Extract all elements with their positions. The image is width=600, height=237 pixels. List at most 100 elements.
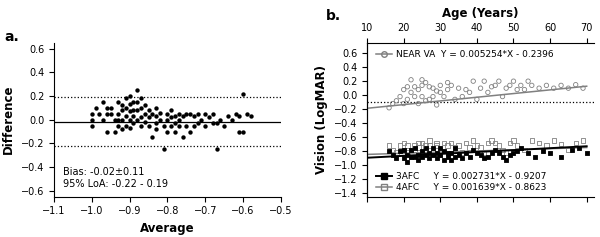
Point <box>450 155 460 159</box>
Point <box>95 112 104 116</box>
Point <box>403 151 412 155</box>
Point <box>182 124 191 128</box>
Point <box>193 112 202 116</box>
Point <box>479 79 489 83</box>
Point <box>425 156 434 160</box>
Point <box>170 130 180 133</box>
Point <box>110 130 119 133</box>
Point <box>133 118 142 122</box>
Point <box>403 97 412 101</box>
Point <box>436 91 445 94</box>
Point <box>170 121 180 125</box>
Point <box>487 85 496 89</box>
Point <box>446 141 456 145</box>
Point <box>238 130 248 133</box>
Point <box>556 83 566 87</box>
Point <box>410 155 419 159</box>
Point <box>163 118 172 122</box>
Point <box>469 79 478 83</box>
Point <box>185 130 195 133</box>
Point <box>450 146 460 150</box>
Point <box>113 118 123 122</box>
Point <box>575 146 584 150</box>
Point <box>465 91 475 94</box>
Point <box>166 108 176 112</box>
Point <box>542 144 551 147</box>
Point <box>200 112 210 116</box>
Point <box>125 94 134 98</box>
Point <box>436 153 445 157</box>
Text: Bias: -0.02±0.11
95% LoA: -0.22 - 0.19: Bias: -0.02±0.11 95% LoA: -0.22 - 0.19 <box>63 167 168 189</box>
Point <box>163 130 172 133</box>
Point <box>476 146 485 150</box>
Point <box>208 112 218 116</box>
Point <box>549 139 559 143</box>
Point <box>151 127 161 131</box>
Point <box>494 79 503 83</box>
Point <box>556 155 566 159</box>
Point <box>136 106 146 110</box>
Point <box>413 158 423 161</box>
Point <box>91 106 100 110</box>
Point <box>388 102 398 105</box>
Point <box>436 148 445 152</box>
Point <box>246 114 256 118</box>
X-axis label: Average: Average <box>140 222 195 235</box>
Point <box>487 151 496 155</box>
Point <box>136 115 146 119</box>
Point <box>469 148 478 152</box>
Point <box>535 141 544 145</box>
Legend: 3AFC     Y = 0.002731*X - 0.9207, 4AFC     Y = 0.001639*X - 0.8623: 3AFC Y = 0.002731*X - 0.9207, 4AFC Y = 0… <box>376 172 547 192</box>
Point <box>502 86 511 90</box>
Point <box>406 78 416 82</box>
Point <box>454 86 463 90</box>
Point <box>527 83 536 87</box>
Point <box>556 142 566 146</box>
Point <box>512 144 522 147</box>
Point <box>509 139 518 143</box>
Point <box>403 153 412 157</box>
Point <box>102 112 112 116</box>
Point <box>542 83 551 87</box>
Point <box>439 141 449 145</box>
Point <box>479 151 489 155</box>
Point <box>443 88 452 91</box>
Point <box>406 91 416 94</box>
Point <box>520 88 529 91</box>
Point <box>490 148 500 152</box>
Point <box>465 155 475 159</box>
Point <box>155 118 164 122</box>
Point <box>428 151 438 155</box>
Text: a.: a. <box>4 30 19 44</box>
Point <box>461 151 471 155</box>
Point <box>113 124 123 128</box>
Point <box>439 95 449 99</box>
Point <box>102 106 112 110</box>
Point <box>235 114 244 118</box>
Point <box>117 127 127 131</box>
Point <box>200 124 210 128</box>
Point <box>443 144 452 147</box>
Point <box>413 88 423 91</box>
Point <box>151 106 161 110</box>
Point <box>421 146 430 150</box>
Point <box>446 83 456 87</box>
Point <box>413 153 423 157</box>
Point <box>140 120 149 124</box>
Point <box>530 155 540 159</box>
Point <box>413 141 423 145</box>
Point <box>235 130 244 133</box>
Point <box>395 95 405 99</box>
Point <box>410 146 419 150</box>
Point <box>461 88 471 91</box>
Point <box>432 151 442 155</box>
Point <box>417 95 427 99</box>
Point <box>395 149 405 153</box>
Point <box>98 118 108 122</box>
Point <box>428 148 438 152</box>
Point <box>454 144 463 147</box>
Point <box>215 118 225 122</box>
Point <box>117 118 127 122</box>
Point <box>140 112 149 116</box>
Point <box>421 144 430 147</box>
